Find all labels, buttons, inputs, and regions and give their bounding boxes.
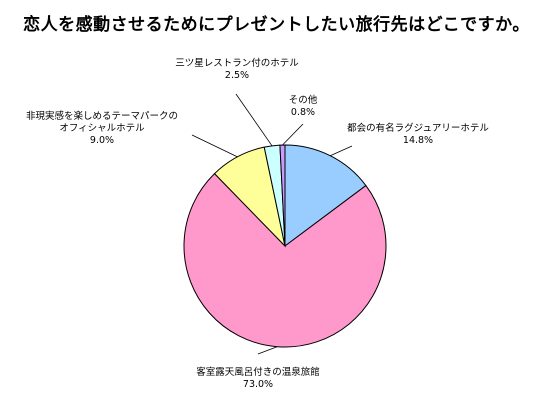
slice-category-label-3: 三ツ星レストラン付のホテル xyxy=(175,58,299,69)
slice-value-label-1: 73.0% xyxy=(243,379,273,390)
chart-title: 恋人を感動させるためにプレゼントしたい旅行先はどこですか。 xyxy=(23,15,530,35)
slice-value-label-2: 9.0% xyxy=(90,135,114,146)
slice-category-label-1: 客室露天風呂付きの温泉旅館 xyxy=(196,366,320,378)
slice-category-label-2: 非現実感を楽しめるテーマパークの xyxy=(26,110,178,122)
slice-value-label-3: 2.5% xyxy=(225,70,249,81)
pie-slice-4 xyxy=(279,144,286,247)
leader-line-4 xyxy=(282,123,304,146)
slice-category-label-4: その他 xyxy=(289,94,318,106)
slice-category-label-2: オフィシャルホテル xyxy=(59,123,145,134)
slice-category-label-0: 都会の有名ラグジュアリーホテル xyxy=(347,122,489,134)
leader-line-2 xyxy=(191,134,238,158)
slice-value-label-4: 0.8% xyxy=(291,107,315,118)
leader-line-3 xyxy=(235,93,273,147)
leader-line-1 xyxy=(257,346,278,355)
leader-line-0 xyxy=(330,145,353,157)
slice-value-label-0: 14.8% xyxy=(403,135,433,146)
